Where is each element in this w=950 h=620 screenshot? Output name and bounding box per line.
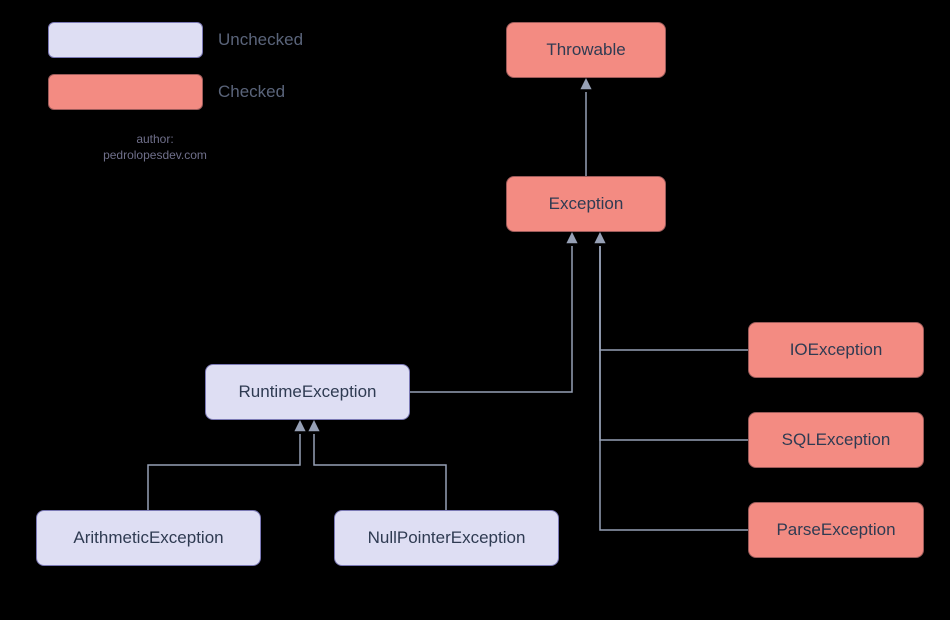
node-sql: SQLException — [748, 412, 924, 468]
node-io: IOException — [748, 322, 924, 378]
legend-checked-label: Checked — [218, 82, 285, 102]
node-parse: ParseException — [748, 502, 924, 558]
legend-unchecked-swatch — [48, 22, 203, 58]
node-io-label: IOException — [790, 340, 883, 360]
node-sql-label: SQLException — [782, 430, 891, 450]
node-parse-label: ParseException — [776, 520, 895, 540]
node-exception: Exception — [506, 176, 666, 232]
node-arithmetic-label: ArithmeticException — [73, 528, 223, 548]
node-nullptr-label: NullPointerException — [368, 528, 526, 548]
node-exception-label: Exception — [549, 194, 624, 214]
author-credit: author: pedrolopesdev.com — [85, 132, 225, 163]
author-line1: author: — [136, 132, 173, 146]
legend-unchecked-label: Unchecked — [218, 30, 303, 50]
node-runtime: RuntimeException — [205, 364, 410, 420]
node-throwable-label: Throwable — [546, 40, 625, 60]
node-arithmetic: ArithmeticException — [36, 510, 261, 566]
legend-checked-swatch — [48, 74, 203, 110]
node-runtime-label: RuntimeException — [239, 382, 377, 402]
author-line2: pedrolopesdev.com — [103, 148, 207, 162]
node-throwable: Throwable — [506, 22, 666, 78]
node-nullptr: NullPointerException — [334, 510, 559, 566]
